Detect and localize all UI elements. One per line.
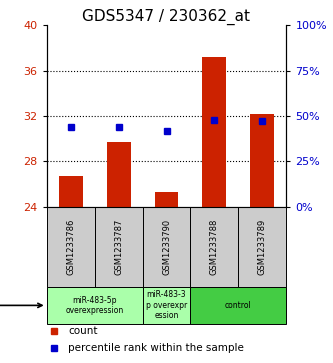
Bar: [190, 207, 238, 287]
Bar: [202, 57, 226, 207]
Text: control: control: [225, 301, 252, 310]
Bar: [155, 192, 178, 207]
Text: GSM1233790: GSM1233790: [162, 219, 171, 275]
Bar: [95, 207, 143, 287]
Bar: [47, 287, 143, 323]
Text: miR-483-3
p overexpr
ession: miR-483-3 p overexpr ession: [146, 290, 187, 320]
Text: count: count: [68, 326, 98, 336]
Text: miR-483-5p
overexpression: miR-483-5p overexpression: [66, 296, 124, 315]
Text: percentile rank within the sample: percentile rank within the sample: [68, 343, 244, 353]
Text: GSM1233788: GSM1233788: [210, 219, 219, 275]
Title: GDS5347 / 230362_at: GDS5347 / 230362_at: [83, 9, 250, 25]
Text: GSM1233787: GSM1233787: [114, 219, 123, 275]
Bar: [59, 176, 83, 207]
Text: protocol: protocol: [0, 301, 42, 310]
Text: GSM1233789: GSM1233789: [258, 219, 267, 275]
Bar: [190, 287, 286, 323]
Bar: [107, 142, 131, 207]
Bar: [238, 207, 286, 287]
Bar: [143, 207, 190, 287]
Text: GSM1233786: GSM1233786: [66, 219, 75, 275]
Bar: [250, 114, 274, 207]
Bar: [143, 287, 190, 323]
Bar: [47, 207, 95, 287]
